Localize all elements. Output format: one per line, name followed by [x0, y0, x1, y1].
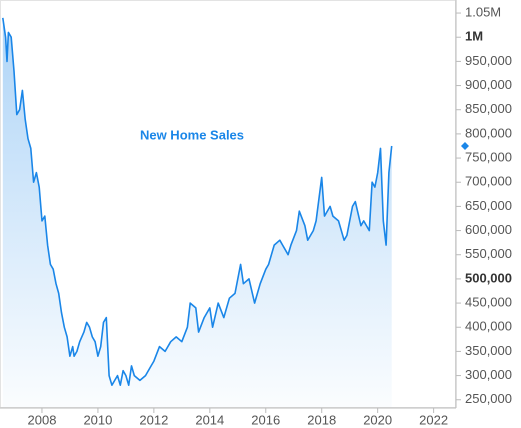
- x-tick-label: 2020: [363, 412, 392, 427]
- x-tick-label: 2008: [28, 412, 57, 427]
- y-tick-label: 450,000: [465, 295, 512, 310]
- x-tick-label: 2022: [419, 412, 448, 427]
- y-tick-label: 350,000: [465, 343, 512, 358]
- y-tick-label: 500,000: [465, 270, 512, 285]
- chart-title: New Home Sales: [140, 127, 244, 142]
- last-value-marker: [461, 141, 469, 150]
- x-tick-label: 2010: [83, 412, 112, 427]
- x-tick-label: 2018: [307, 412, 336, 427]
- y-tick-label: 850,000: [465, 101, 512, 116]
- y-tick-label: 800,000: [465, 125, 512, 140]
- y-tick-label: 900,000: [465, 77, 512, 92]
- y-tick-label: 300,000: [465, 367, 512, 382]
- y-tick-label: 600,000: [465, 222, 512, 237]
- y-tick-label: 1M: [465, 29, 483, 44]
- y-tick-label: 700,000: [465, 174, 512, 189]
- y-tick-label: 1.05M: [465, 4, 501, 19]
- x-tick-label: 2014: [195, 412, 224, 427]
- y-tick-label: 400,000: [465, 319, 512, 334]
- y-tick-label: 750,000: [465, 150, 512, 165]
- y-tick-label: 950,000: [465, 53, 512, 68]
- y-tick-label: 650,000: [465, 198, 512, 213]
- x-tick-label: 2016: [251, 412, 280, 427]
- area-fill: [2, 17, 392, 408]
- line: [2, 17, 393, 386]
- y-tick-label: 250,000: [465, 391, 512, 406]
- y-tick-label: 550,000: [465, 246, 512, 261]
- x-tick-label: 2012: [139, 412, 168, 427]
